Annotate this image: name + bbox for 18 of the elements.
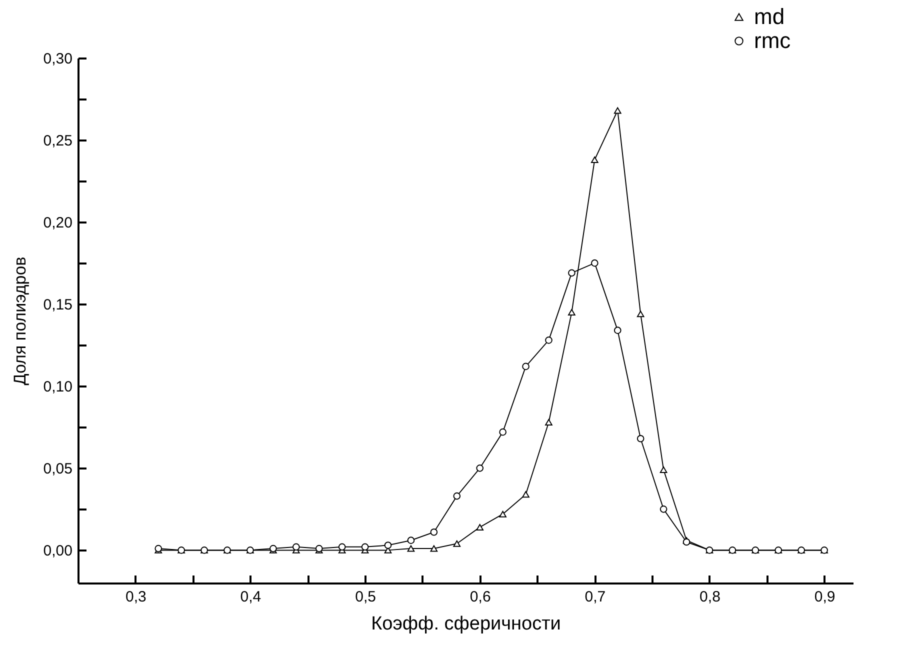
x-tick-label: 0,4: [240, 588, 262, 606]
x-tick-label: 0,3: [125, 588, 146, 606]
x-tick-label: 0,7: [584, 588, 606, 606]
x-tick-label: 0,6: [470, 588, 491, 606]
legend-label: rmc: [754, 28, 791, 53]
y-tick-label: 0,15: [43, 296, 72, 314]
y-tick-label: 0,05: [43, 460, 72, 478]
x-tick-label: 0,5: [355, 588, 376, 606]
y-axis-title: Доля полиэдров: [10, 256, 30, 386]
x-axis-title: Коэфф. сферичности: [371, 614, 561, 634]
y-tick-label: 0,30: [43, 50, 72, 68]
y-tick-label: 0,10: [43, 378, 72, 396]
y-tick-label: 0,20: [43, 214, 72, 232]
x-tick-label: 0,8: [700, 588, 720, 606]
y-tick-label: 0,25: [43, 132, 72, 150]
legend-label: md: [754, 4, 785, 29]
y-tick-label: 0,00: [43, 542, 72, 560]
x-tick-label: 0,9: [814, 588, 836, 606]
